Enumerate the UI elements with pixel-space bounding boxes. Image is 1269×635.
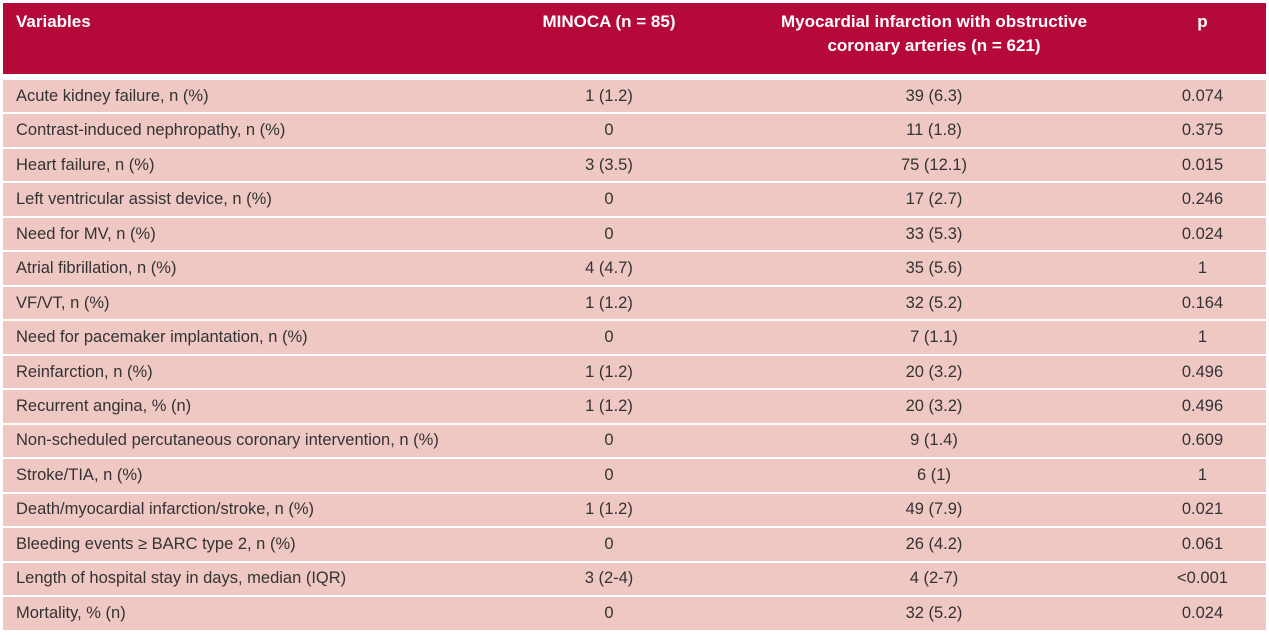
table-row: Need for pacemaker implantation, n (%) 0 7… bbox=[3, 321, 1266, 354]
cell-variable: Atrial fibrillation, n (%) bbox=[16, 259, 177, 278]
table-row: Need for MV, n (%) 0 33 (5.3) 0.024 bbox=[3, 217, 1266, 251]
cell-p: 0.164 bbox=[1181, 293, 1224, 312]
cell-minoca: 0 bbox=[604, 431, 614, 450]
cell-minoca: 1 (1.2) bbox=[585, 397, 633, 415]
cell-minoca: 0 bbox=[604, 534, 614, 553]
cell-p: 1 bbox=[1197, 465, 1208, 484]
cell-p: 0.609 bbox=[1181, 431, 1224, 450]
cell-p: 1 bbox=[1197, 328, 1208, 347]
cell-variable: Reinfarction, n (%) bbox=[16, 362, 153, 381]
header-minoca: MINOCA (n = 85) bbox=[542, 12, 676, 31]
table-row: Acute kidney failure, n (%) 1 (1.2) 39 (6.… bbox=[3, 80, 1266, 113]
cell-minoca: 0 bbox=[604, 224, 614, 243]
table-row: VF/VT, n (%) 1 (1.2) 32 (5.2) 0.164 bbox=[3, 286, 1266, 320]
table-row: Length of hospital stay in days, median … bbox=[3, 562, 1266, 596]
cell-variable: Left ventricular assist device, n (%) bbox=[16, 190, 272, 209]
header-variables: Variables bbox=[16, 12, 91, 31]
cell-p: 0.015 bbox=[1181, 155, 1224, 174]
cell-obstructive: 33 (5.3) bbox=[905, 224, 963, 243]
table-row: Non-scheduled percutaneous coronary inte… bbox=[3, 424, 1266, 458]
cell-variable: Need for MV, n (%) bbox=[16, 224, 156, 243]
cell-p: 0.246 bbox=[1181, 190, 1224, 209]
cell-minoca: 3 (2-4) bbox=[584, 569, 634, 588]
header-obstructive-line1: Myocardial infarction with obstructive bbox=[780, 12, 1088, 31]
cell-variable: Need for pacemaker implantation, n (%) bbox=[16, 328, 308, 347]
cell-minoca: 1 (1.2) bbox=[585, 500, 633, 519]
cell-obstructive: 6 (1) bbox=[917, 465, 951, 484]
table-row: Contrast-induced nephropathy, n (%) 0 11 (… bbox=[3, 114, 1266, 147]
cell-variable: Bleeding events ≥ BARC type 2, n (%) bbox=[16, 534, 296, 553]
cell-obstructive: 32 (5.2) bbox=[905, 603, 963, 622]
table-row: Heart failure, n (%) 3 (3.5) 75 (12.1) 0.01… bbox=[3, 148, 1266, 182]
cell-p: 0.496 bbox=[1181, 397, 1224, 415]
cell-obstructive: 4 (2-7) bbox=[909, 569, 959, 588]
table-row: Reinfarction, n (%) 1 (1.2) 20 (3.2) 0.496 bbox=[3, 355, 1266, 389]
cell-p: <0.001 bbox=[1177, 569, 1228, 588]
table-row: Bleeding events ≥ BARC type 2, n (%) 0 26 … bbox=[3, 528, 1266, 561]
cell-variable: Length of hospital stay in days, median … bbox=[16, 569, 347, 588]
cell-minoca: 1 (1.2) bbox=[585, 86, 633, 105]
cell-obstructive: 20 (3.2) bbox=[905, 397, 963, 415]
cell-variable: Stroke/TIA, n (%) bbox=[16, 465, 143, 484]
table-row: Stroke/TIA, n (%) 0 6 (1) 1 bbox=[3, 459, 1266, 492]
cell-obstructive: 75 (12.1) bbox=[900, 155, 968, 174]
cell-minoca: 1 (1.2) bbox=[585, 293, 633, 312]
cell-p: 0.024 bbox=[1181, 603, 1224, 622]
cell-p: 0.496 bbox=[1181, 362, 1224, 381]
cell-obstructive: 9 (1.4) bbox=[910, 431, 958, 450]
cell-minoca: 1 (1.2) bbox=[585, 362, 633, 381]
cell-minoca: 0 bbox=[604, 190, 614, 209]
table-row: Atrial fibrillation, n (%) 4 (4.7) 35 (5.6… bbox=[3, 252, 1266, 285]
cell-minoca: 0 bbox=[604, 603, 614, 622]
cell-obstructive: 7 (1.1) bbox=[910, 328, 958, 347]
cell-obstructive: 39 (6.3) bbox=[905, 86, 963, 105]
cell-obstructive: 11 (1.8) bbox=[906, 121, 962, 140]
cell-obstructive: 35 (5.6) bbox=[905, 259, 963, 278]
cell-p: 0.061 bbox=[1181, 534, 1224, 553]
cell-minoca: 0 bbox=[604, 121, 614, 140]
cell-p: 0.024 bbox=[1181, 224, 1224, 243]
cell-obstructive: 17 (2.7) bbox=[905, 190, 963, 209]
table-header: Variables MINOCA (n = 85) Myocardial inf… bbox=[3, 3, 1266, 74]
cell-variable: Acute kidney failure, n (%) bbox=[16, 86, 209, 105]
cell-variable: Non-scheduled percutaneous coronary inte… bbox=[16, 431, 439, 450]
cell-obstructive: 32 (5.2) bbox=[905, 293, 963, 312]
table-row: Death/myocardial infarction/stroke, n (%… bbox=[3, 493, 1266, 527]
cell-obstructive: 20 (3.2) bbox=[905, 362, 963, 381]
cell-minoca: 4 (4.7) bbox=[585, 259, 633, 278]
table-body: Acute kidney failure, n (%) 1 (1.2) 39 (6.… bbox=[3, 80, 1266, 630]
cell-minoca: 3 (3.5) bbox=[585, 155, 633, 174]
table-row: Recurrent angina, % (n) 1 (1.2) 20 (3.2) 0.… bbox=[3, 390, 1266, 423]
cell-variable: Mortality, % (n) bbox=[16, 603, 126, 622]
cell-p: 1 bbox=[1197, 259, 1208, 278]
cell-obstructive: 49 (7.9) bbox=[905, 500, 963, 519]
cell-obstructive: 26 (4.2) bbox=[905, 534, 963, 553]
header-obstructive-line2: coronary arteries (n = 621) bbox=[827, 36, 1041, 55]
cell-p: 0.074 bbox=[1181, 86, 1224, 105]
cell-variable: Recurrent angina, % (n) bbox=[16, 397, 192, 415]
cell-minoca: 0 bbox=[604, 465, 614, 484]
cell-p: 0.375 bbox=[1181, 121, 1224, 140]
cell-variable: Contrast-induced nephropathy, n (%) bbox=[16, 121, 286, 140]
cell-p: 0.021 bbox=[1181, 500, 1224, 519]
header-p: p bbox=[1197, 12, 1208, 31]
outcomes-table: Variables MINOCA (n = 85) Myocardial inf… bbox=[3, 3, 1266, 630]
table-row: Mortality, % (n) 0 32 (5.2) 0.024 bbox=[3, 597, 1266, 630]
cell-variable: Death/myocardial infarction/stroke, n (%… bbox=[16, 500, 315, 519]
header-obstructive: Myocardial infarction with obstructive c… bbox=[729, 3, 1139, 74]
cell-minoca: 0 bbox=[604, 328, 614, 347]
table-row: Left ventricular assist device, n (%) 0 17… bbox=[3, 183, 1266, 216]
cell-variable: VF/VT, n (%) bbox=[16, 293, 110, 312]
cell-variable: Heart failure, n (%) bbox=[16, 155, 155, 174]
